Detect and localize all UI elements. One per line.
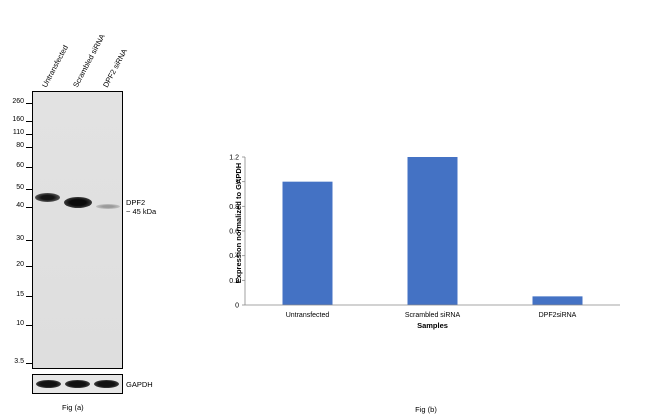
marker-tick: [26, 240, 32, 241]
band-dpf2-knockdown: [96, 204, 120, 209]
x-tick-label: DPF2siRNA: [539, 312, 577, 319]
marker-tick: [26, 296, 32, 297]
marker-tick: [26, 207, 32, 208]
marker-tick: [26, 103, 32, 104]
caption-fig-b: Fig (b): [415, 405, 437, 414]
marker-80: 80: [16, 142, 24, 149]
marker-15: 15: [16, 291, 24, 298]
marker-tick: [26, 147, 32, 148]
blot-membrane: [32, 91, 123, 369]
y-tick-label: 1: [235, 179, 239, 186]
marker-tick: [26, 266, 32, 267]
marker-tick: [26, 325, 32, 326]
marker-20: 20: [16, 261, 24, 268]
marker-260: 260: [12, 98, 24, 105]
y-tick-label: 1.2: [229, 155, 239, 162]
band-gapdh-untransfected: [36, 380, 61, 388]
marker-3-5: 3.5: [14, 358, 24, 365]
marker-10: 10: [16, 320, 24, 327]
marker-tick: [26, 189, 32, 190]
bar: [407, 157, 458, 305]
marker-110: 110: [12, 129, 24, 136]
y-tick-label: 0.4: [229, 253, 239, 260]
y-tick-label: 0.8: [229, 204, 239, 211]
band-gapdh-scrambled: [65, 380, 90, 388]
marker-30: 30: [16, 235, 24, 242]
x-axis-label: Samples: [417, 321, 448, 330]
marker-60: 60: [16, 162, 24, 169]
y-tick-label: 0.2: [229, 278, 239, 285]
target-label: DPF2: [126, 198, 146, 207]
target-size-label: ~ 45 kDa: [126, 207, 157, 216]
marker-160: 160: [12, 116, 24, 123]
gapdh-label: GAPDH: [126, 380, 153, 389]
marker-tick: [26, 167, 32, 168]
band-gapdh-knockdown: [94, 380, 119, 388]
marker-40: 40: [16, 202, 24, 209]
y-axis-label: Expression normalized to GAPDH: [234, 163, 243, 283]
band-dpf2-untransfected: [35, 193, 60, 202]
marker-tick: [26, 363, 32, 364]
x-tick-label: Scrambled siRNA: [405, 312, 461, 319]
bar: [282, 181, 333, 305]
x-tick-label: Untransfected: [286, 312, 330, 319]
marker-tick: [26, 134, 32, 135]
band-dpf2-scrambled: [64, 197, 92, 208]
caption-fig-a: Fig (a): [62, 403, 84, 412]
marker-50: 50: [16, 184, 24, 191]
bar: [532, 296, 583, 305]
y-tick-label: 0: [235, 303, 239, 310]
gapdh-blot-membrane: [32, 374, 123, 394]
marker-tick: [26, 121, 32, 122]
y-tick-label: 0.6: [229, 229, 239, 236]
